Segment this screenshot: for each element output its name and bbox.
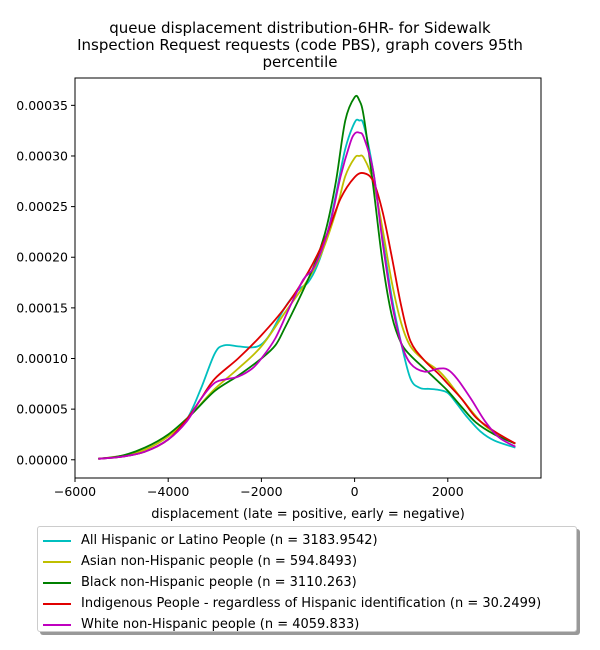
legend-swatch xyxy=(43,540,71,542)
x-tick-label: −4000 xyxy=(147,484,189,499)
legend: All Hispanic or Latino People (n = 3183.… xyxy=(37,526,577,632)
series-line-0 xyxy=(98,118,516,460)
legend-label: Black non-Hispanic people (n = 3110.263) xyxy=(81,575,357,590)
y-tick-label: 0.00015 xyxy=(16,300,68,315)
legend-swatch xyxy=(43,582,71,584)
series-line-2 xyxy=(98,94,516,460)
y-tick-label: 0.00030 xyxy=(16,148,68,163)
series-line-4 xyxy=(98,131,516,460)
legend-item: All Hispanic or Latino People (n = 3183.… xyxy=(38,530,576,551)
y-tick-label: 0.00005 xyxy=(16,402,68,417)
y-tick-label: 0.00000 xyxy=(16,452,68,467)
legend-item: Indigenous People - regardless of Hispan… xyxy=(38,593,576,614)
chart-title-line-1: queue displacement distribution-6HR- for… xyxy=(109,19,491,37)
y-axis: 0.00000 0.00005 0.00010 0.00015 0.00020 0.000… xyxy=(16,98,75,467)
legend-item: Asian non-Hispanic people (n = 594.8493) xyxy=(38,551,576,572)
y-tick-label: 0.00025 xyxy=(16,199,68,214)
legend-swatch xyxy=(43,603,71,605)
plot-frame xyxy=(74,77,542,479)
legend-label: Indigenous People - regardless of Hispan… xyxy=(81,596,542,611)
x-tick-label: 2000 xyxy=(432,484,464,499)
legend-item: Black non-Hispanic people (n = 3110.263) xyxy=(38,572,576,593)
legend-label: White non-Hispanic people (n = 4059.833) xyxy=(81,617,360,632)
legend-label: Asian non-Hispanic people (n = 594.8493) xyxy=(81,554,358,569)
legend-swatch xyxy=(43,561,71,563)
x-axis: −6000 −4000 −2000 0 2000 xyxy=(54,478,464,499)
chart-title-line-3: percentile xyxy=(262,53,338,71)
chart-title-line-2: Inspection Request requests (code PBS), … xyxy=(77,36,523,54)
chart-title: queue displacement distribution-6HR- for… xyxy=(0,20,600,71)
y-tick-label: 0.00020 xyxy=(16,250,68,265)
legend-swatch xyxy=(43,624,71,626)
legend-label: All Hispanic or Latino People (n = 3183.… xyxy=(81,533,378,548)
series-line-3 xyxy=(98,172,516,460)
x-tick-label: 0 xyxy=(351,484,359,499)
y-tick-label: 0.00010 xyxy=(16,351,68,366)
x-tick-label: −6000 xyxy=(54,484,96,499)
y-tick-label: 0.00035 xyxy=(16,98,68,113)
legend-item: White non-Hispanic people (n = 4059.833) xyxy=(38,614,576,635)
x-axis-label: displacement (late = positive, early = n… xyxy=(151,507,465,522)
x-tick-label: −2000 xyxy=(240,484,282,499)
series-line-1 xyxy=(98,154,516,460)
series-layer xyxy=(98,94,516,460)
